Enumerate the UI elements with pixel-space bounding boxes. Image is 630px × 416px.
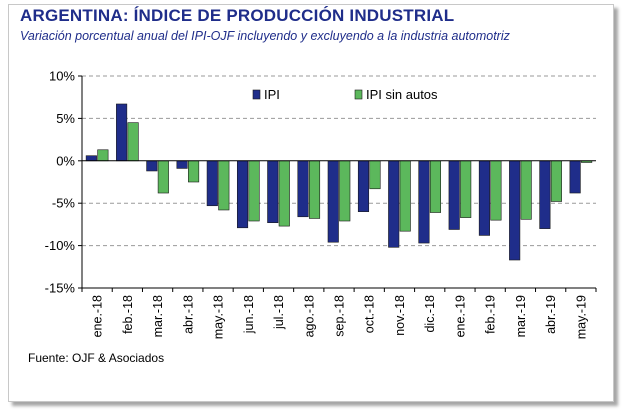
y-axis-tick-labels: 10% 5% 0% -5% -10% -15% bbox=[45, 69, 76, 296]
x-tick-label: abr.-19 bbox=[544, 295, 558, 334]
bar-ipi-sin-autos bbox=[550, 160, 562, 202]
legend-label: IPI sin autos bbox=[366, 87, 438, 102]
bar-ipi-sin-autos bbox=[429, 160, 442, 213]
legend-swatch bbox=[354, 89, 363, 100]
bar-ipi bbox=[236, 160, 249, 229]
y-tick-label: -15% bbox=[45, 281, 76, 296]
legend: IPI IPI sin autos bbox=[252, 87, 438, 102]
chart-subtitle: Variación porcentual anual del IPI-OJF i… bbox=[20, 29, 510, 43]
x-tick-label: feb.-19 bbox=[484, 295, 498, 334]
y-tick-label: 10% bbox=[49, 69, 75, 84]
bar-ipi bbox=[85, 155, 97, 162]
x-tick-label: feb.-18 bbox=[121, 295, 135, 334]
bar-ipi-sin-autos bbox=[460, 160, 472, 218]
bar-ipi-sin-autos bbox=[308, 160, 321, 219]
bar-ipi bbox=[327, 160, 339, 243]
x-tick-label: dic.-18 bbox=[423, 295, 437, 333]
bar-ipi-sin-autos bbox=[218, 160, 230, 211]
bar-ipi-sin-autos bbox=[399, 160, 411, 232]
bar-ipi-sin-autos bbox=[127, 122, 139, 162]
x-tick-label: mar.-18 bbox=[151, 295, 165, 337]
bar-ipi-sin-autos bbox=[339, 160, 351, 222]
bar-ipi bbox=[267, 160, 279, 224]
bar-ipi bbox=[116, 103, 128, 162]
bar-ipi-sin-autos bbox=[520, 160, 532, 220]
legend-item-ipi: IPI bbox=[252, 87, 280, 102]
x-tick-label: sep.-18 bbox=[333, 295, 347, 337]
x-tick-label: ene.-18 bbox=[91, 295, 105, 337]
legend-swatch bbox=[252, 89, 261, 100]
legend-label: IPI bbox=[264, 87, 280, 102]
bar-ipi-sin-autos bbox=[157, 160, 169, 194]
y-tick-label: 5% bbox=[56, 111, 75, 126]
bar-ipi bbox=[297, 160, 309, 218]
bar-ipi bbox=[509, 160, 521, 261]
bar-ipi bbox=[388, 160, 400, 248]
bars bbox=[85, 103, 593, 261]
chart-title: ARGENTINA: ÍNDICE DE PRODUCCIÓN INDUSTRI… bbox=[20, 6, 455, 25]
bar-ipi-sin-autos bbox=[278, 160, 290, 227]
x-tick-label: may.-18 bbox=[212, 295, 226, 339]
x-tick-label: ene.-19 bbox=[453, 295, 467, 337]
bar-ipi-sin-autos bbox=[369, 160, 381, 190]
y-tick-label: -10% bbox=[45, 238, 76, 253]
bar-ipi-sin-autos bbox=[248, 160, 260, 222]
bar-ipi bbox=[206, 160, 218, 207]
bar-ipi-sin-autos bbox=[97, 149, 109, 162]
x-axis-tick-labels: ene.-18 feb.-18 mar.-18 abr.-18 may.-18 jun.-… bbox=[91, 295, 589, 339]
bar-ipi bbox=[176, 160, 188, 169]
x-tick-label: jul.-18 bbox=[272, 295, 286, 330]
axes bbox=[81, 76, 597, 292]
y-tick-label: -5% bbox=[52, 196, 76, 211]
source-note: Fuente: OJF & Asociados bbox=[28, 351, 165, 365]
x-tick-label: abr.-18 bbox=[181, 295, 195, 334]
bar-ipi bbox=[146, 160, 158, 172]
x-tick-label: oct.-18 bbox=[363, 295, 377, 333]
bar-ipi bbox=[539, 160, 551, 229]
legend-item-ipi-sin-autos: IPI sin autos bbox=[354, 87, 438, 102]
bar-ipi bbox=[478, 160, 490, 236]
x-tick-label: ago.-18 bbox=[302, 295, 316, 337]
bar-ipi bbox=[357, 160, 370, 212]
y-tick-label: 0% bbox=[56, 153, 75, 168]
x-tick-label: jun.-18 bbox=[242, 295, 256, 334]
bar-ipi bbox=[418, 160, 430, 244]
x-tick-label: may.-19 bbox=[574, 295, 588, 339]
bar-ipi-sin-autos bbox=[188, 160, 200, 183]
bar-ipi bbox=[569, 160, 581, 194]
bar-ipi-sin-autos bbox=[490, 160, 502, 221]
x-tick-label: mar.-19 bbox=[514, 295, 528, 337]
x-tick-label: nov.-18 bbox=[393, 295, 407, 336]
bar-ipi bbox=[448, 160, 460, 230]
